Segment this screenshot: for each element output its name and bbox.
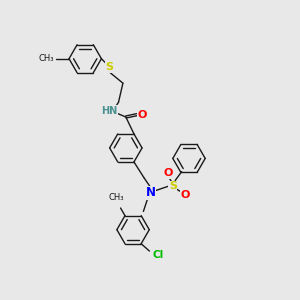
Text: S: S: [169, 182, 177, 191]
Text: CH₃: CH₃: [39, 54, 54, 63]
Text: O: O: [164, 168, 173, 178]
Text: Cl: Cl: [152, 250, 164, 260]
Text: O: O: [137, 110, 147, 120]
Text: CH₃: CH₃: [108, 193, 124, 202]
Text: HN: HN: [101, 106, 118, 116]
Text: N: N: [146, 186, 156, 200]
Text: S: S: [106, 62, 114, 72]
Text: O: O: [181, 190, 190, 200]
